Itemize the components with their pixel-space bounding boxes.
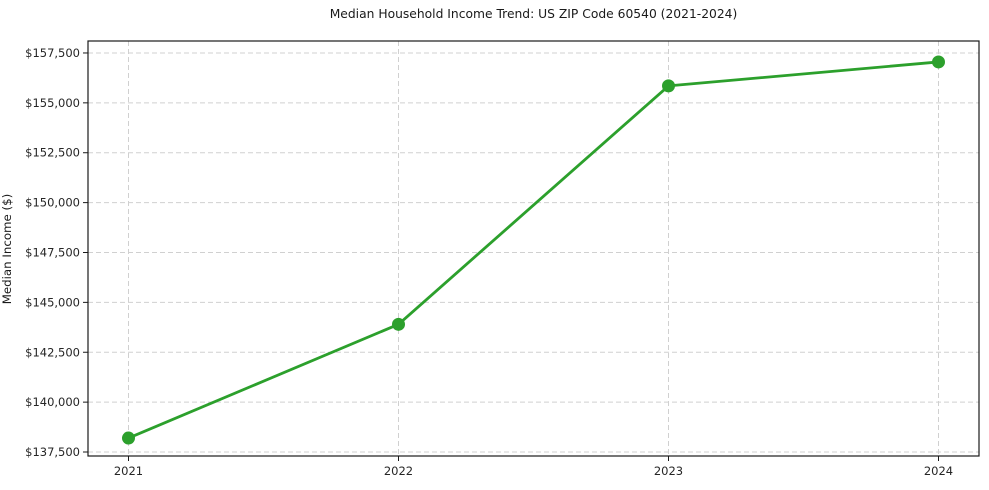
data-point-marker: [662, 79, 675, 93]
y-tick-label: $152,500: [25, 146, 80, 160]
x-tick-label: 2024: [924, 464, 953, 478]
data-point-marker: [392, 317, 405, 331]
y-tick-label: $155,000: [25, 96, 80, 110]
x-tick-label: 2022: [384, 464, 413, 478]
data-point-marker: [122, 431, 135, 445]
y-tick-label: $137,500: [25, 445, 80, 459]
x-tick-label: 2023: [654, 464, 683, 478]
y-tick-label: $140,000: [25, 395, 80, 409]
x-tick-label: 2021: [114, 464, 143, 478]
y-tick-label: $150,000: [25, 196, 80, 210]
y-tick-label: $142,500: [25, 345, 80, 359]
income-trend-line: [127, 60, 940, 440]
y-tick-label: $147,500: [25, 245, 80, 259]
data-point-marker: [932, 55, 945, 69]
y-axis-label: Median Income ($): [0, 193, 14, 305]
plot-border: [87, 40, 980, 457]
y-tick-label: $157,500: [25, 46, 80, 60]
y-tick-label: $145,000: [25, 295, 80, 309]
chart-title: Median Household Income Trend: US ZIP Co…: [329, 7, 738, 21]
